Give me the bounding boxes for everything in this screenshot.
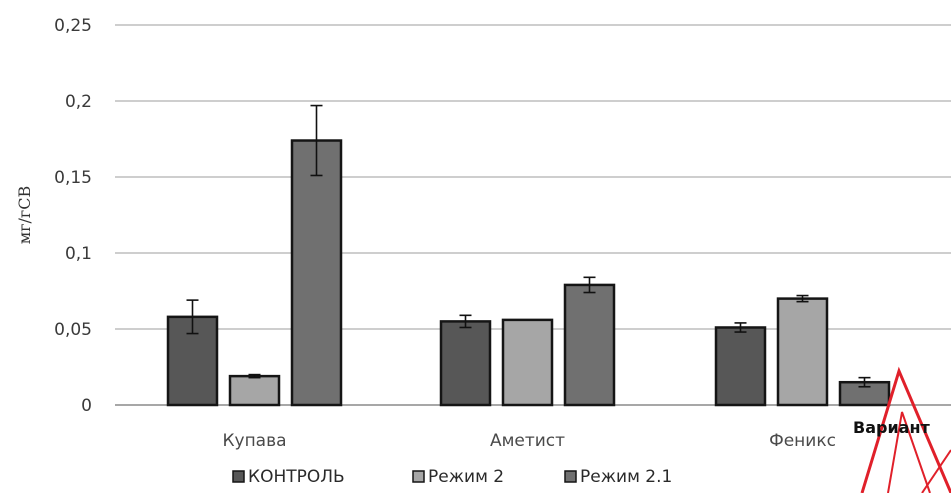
y-tick-label: 0,1 — [65, 244, 92, 264]
bar — [776, 297, 829, 407]
y-tick-label: 0,2 — [65, 92, 92, 112]
error-bars — [186, 104, 871, 388]
overlay-label: Вариант — [853, 418, 931, 437]
bar — [563, 283, 616, 407]
y-tick-label: 0,05 — [54, 320, 92, 340]
y-axis-label: мг/гСВ — [15, 186, 34, 245]
category-label: Феникс — [769, 431, 836, 451]
stamp-outer-triangle — [860, 366, 951, 493]
y-tick-label: 0,15 — [54, 168, 92, 188]
y-tick-label: 0 — [81, 396, 92, 416]
category-label: Купава — [222, 431, 286, 451]
legend-label: Режим 2 — [428, 467, 504, 487]
bar — [228, 374, 281, 407]
legend-swatch — [564, 470, 577, 483]
legend-label: Режим 2.1 — [580, 467, 672, 487]
y-tick-label: 0,25 — [54, 16, 92, 36]
legend-swatch — [232, 470, 245, 483]
x-axis-categories: Купава Аметист Феникс — [222, 431, 835, 451]
bar — [501, 318, 554, 407]
legend-label: КОНТРОЛЬ — [248, 467, 345, 487]
bar — [714, 326, 767, 407]
bar — [290, 139, 343, 407]
category-label: Аметист — [490, 431, 565, 451]
stamp-stroke — [921, 449, 951, 493]
legend: КОНТРОЛЬ Режим 2 Режим 2.1 — [232, 467, 672, 487]
watermark-stamp — [860, 366, 951, 493]
bars — [166, 139, 891, 407]
y-axis-ticks: 0 0,05 0,1 0,15 0,2 0,25 — [54, 16, 92, 416]
stamp-inner-triangle — [887, 411, 931, 493]
legend-swatch — [412, 470, 425, 483]
bar — [439, 320, 492, 407]
